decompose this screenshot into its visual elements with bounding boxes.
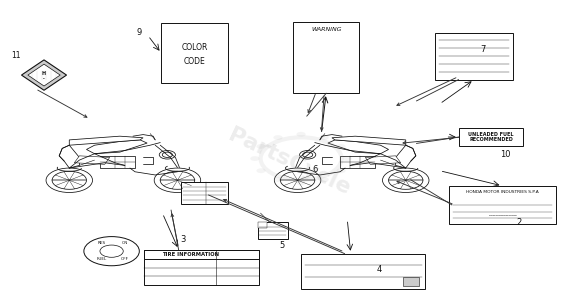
Polygon shape bbox=[21, 60, 67, 90]
Circle shape bbox=[256, 168, 266, 173]
Bar bbox=[144, 250, 259, 260]
Text: 5: 5 bbox=[279, 241, 285, 249]
Polygon shape bbox=[59, 145, 79, 168]
Circle shape bbox=[296, 181, 306, 185]
Text: RES: RES bbox=[98, 241, 106, 245]
Polygon shape bbox=[328, 140, 389, 154]
Polygon shape bbox=[365, 156, 401, 164]
Polygon shape bbox=[74, 156, 109, 164]
Text: RECOMMENDED: RECOMMENDED bbox=[469, 137, 513, 142]
Text: UNLEADED FUEL: UNLEADED FUEL bbox=[468, 132, 514, 137]
Circle shape bbox=[299, 151, 316, 159]
Circle shape bbox=[320, 177, 329, 182]
Text: 2: 2 bbox=[517, 218, 522, 227]
Text: 4: 4 bbox=[376, 265, 382, 274]
Bar bbox=[258, 222, 288, 239]
Bar bbox=[258, 222, 267, 228]
Polygon shape bbox=[86, 140, 147, 154]
Polygon shape bbox=[340, 156, 375, 168]
Text: COLOR: COLOR bbox=[181, 43, 208, 52]
Bar bbox=[404, 277, 419, 286]
Circle shape bbox=[273, 135, 283, 140]
Circle shape bbox=[256, 144, 266, 149]
Polygon shape bbox=[69, 136, 143, 145]
Circle shape bbox=[343, 156, 352, 161]
Text: H: H bbox=[42, 71, 46, 76]
Text: FUEL: FUEL bbox=[97, 257, 107, 261]
Text: ─: ─ bbox=[43, 77, 45, 81]
Circle shape bbox=[336, 168, 346, 173]
Text: 10: 10 bbox=[500, 149, 510, 159]
Bar bbox=[449, 186, 556, 224]
Circle shape bbox=[273, 177, 283, 182]
Text: WARNING: WARNING bbox=[311, 27, 342, 31]
Text: PartsCycle: PartsCycle bbox=[225, 124, 354, 199]
Text: OFF: OFF bbox=[121, 257, 129, 261]
Circle shape bbox=[250, 156, 259, 161]
Circle shape bbox=[296, 132, 306, 137]
Circle shape bbox=[159, 151, 175, 159]
Text: 7: 7 bbox=[481, 45, 486, 54]
Bar bbox=[181, 182, 228, 204]
Text: 6: 6 bbox=[313, 165, 318, 174]
Polygon shape bbox=[395, 145, 416, 168]
Text: 3: 3 bbox=[180, 235, 185, 243]
Text: ─────────────────: ───────────────── bbox=[489, 214, 516, 218]
Text: 11: 11 bbox=[11, 51, 20, 60]
Circle shape bbox=[336, 144, 346, 149]
Polygon shape bbox=[332, 136, 406, 145]
Bar bbox=[162, 23, 228, 83]
Circle shape bbox=[100, 245, 123, 257]
Text: ON: ON bbox=[122, 241, 128, 245]
Bar bbox=[459, 127, 523, 146]
Bar bbox=[293, 22, 360, 93]
Circle shape bbox=[320, 135, 329, 140]
Circle shape bbox=[84, 237, 140, 266]
Bar bbox=[144, 250, 259, 285]
Bar bbox=[435, 33, 513, 80]
Bar bbox=[301, 253, 425, 289]
Text: TIRE INFORMATION: TIRE INFORMATION bbox=[162, 252, 219, 257]
Polygon shape bbox=[100, 156, 135, 168]
Text: 9: 9 bbox=[137, 28, 142, 37]
Text: CODE: CODE bbox=[184, 57, 206, 66]
Text: HONDA MOTOR INDUSTRIES S.P.A: HONDA MOTOR INDUSTRIES S.P.A bbox=[466, 190, 538, 195]
Polygon shape bbox=[28, 64, 60, 86]
